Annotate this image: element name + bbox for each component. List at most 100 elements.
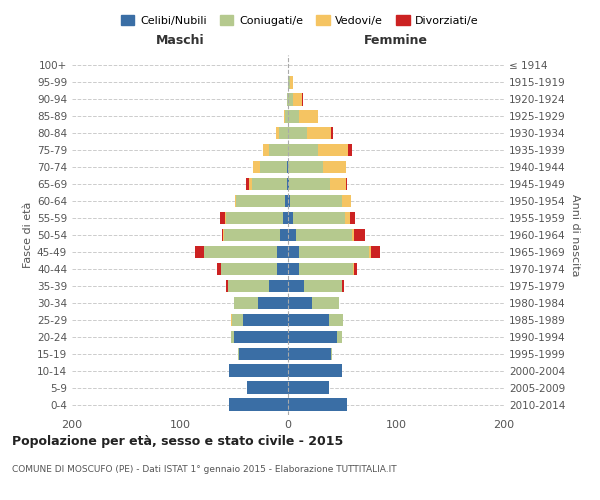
Bar <box>345 212 350 224</box>
Y-axis label: Fasce di età: Fasce di età <box>23 202 33 268</box>
Bar <box>220 212 226 224</box>
Bar <box>226 280 227 292</box>
Bar <box>239 348 288 360</box>
Bar <box>288 160 323 173</box>
Bar <box>204 246 277 258</box>
Bar <box>234 296 258 310</box>
Bar <box>283 212 288 224</box>
Bar <box>285 110 288 122</box>
Bar <box>289 178 330 190</box>
Bar <box>288 93 293 106</box>
Bar <box>249 178 253 190</box>
Bar <box>290 194 342 207</box>
Bar <box>299 262 353 276</box>
Bar <box>236 194 285 207</box>
Bar <box>277 262 288 276</box>
Bar <box>293 212 345 224</box>
Bar <box>331 348 332 360</box>
Bar <box>231 314 232 326</box>
Bar <box>288 280 304 292</box>
Bar <box>288 262 299 276</box>
Bar <box>288 194 290 207</box>
Bar <box>288 144 318 156</box>
Bar <box>352 228 354 241</box>
Bar <box>221 262 277 276</box>
Bar <box>287 160 288 173</box>
Bar <box>288 228 296 241</box>
Bar <box>287 178 288 190</box>
Bar <box>224 228 280 241</box>
Bar <box>337 330 342 344</box>
Bar <box>223 228 224 241</box>
Bar <box>229 364 288 377</box>
Bar <box>288 364 342 377</box>
Text: Popolazione per età, sesso e stato civile - 2015: Popolazione per età, sesso e stato civil… <box>12 435 343 448</box>
Bar <box>235 194 236 207</box>
Bar <box>288 126 307 140</box>
Bar <box>232 314 242 326</box>
Bar <box>307 126 331 140</box>
Bar <box>353 262 354 276</box>
Bar <box>288 178 289 190</box>
Bar <box>354 262 357 276</box>
Bar <box>288 348 331 360</box>
Bar <box>354 228 365 241</box>
Bar <box>247 382 288 394</box>
Bar <box>238 348 239 360</box>
Bar <box>288 212 293 224</box>
Bar <box>331 126 334 140</box>
Bar <box>269 144 288 156</box>
Bar <box>330 178 346 190</box>
Text: Maschi: Maschi <box>155 34 205 48</box>
Bar <box>229 398 288 411</box>
Bar <box>195 246 204 258</box>
Bar <box>246 178 249 190</box>
Bar <box>342 280 344 292</box>
Bar <box>312 296 339 310</box>
Bar <box>280 126 288 140</box>
Bar <box>253 160 260 173</box>
Bar <box>342 194 350 207</box>
Bar <box>288 110 299 122</box>
Bar <box>299 110 318 122</box>
Bar <box>288 296 312 310</box>
Bar <box>318 144 349 156</box>
Bar <box>253 178 287 190</box>
Bar <box>231 330 234 344</box>
Bar <box>293 93 302 106</box>
Bar <box>350 212 355 224</box>
Legend: Celibi/Nubili, Coniugati/e, Vedovi/e, Divorziati/e: Celibi/Nubili, Coniugati/e, Vedovi/e, Di… <box>117 10 483 30</box>
Bar <box>369 246 371 258</box>
Bar <box>258 296 288 310</box>
Bar <box>284 110 285 122</box>
Bar <box>299 246 369 258</box>
Bar <box>222 228 223 241</box>
Bar <box>329 314 343 326</box>
Bar <box>323 160 346 173</box>
Bar <box>288 382 329 394</box>
Bar <box>217 262 221 276</box>
Text: COMUNE DI MOSCUFO (PE) - Dati ISTAT 1° gennaio 2015 - Elaborazione TUTTITALIA.IT: COMUNE DI MOSCUFO (PE) - Dati ISTAT 1° g… <box>12 465 397 474</box>
Bar <box>280 228 288 241</box>
Bar <box>296 228 352 241</box>
Bar <box>227 280 269 292</box>
Bar <box>263 144 269 156</box>
Bar <box>288 76 290 88</box>
Bar <box>288 314 329 326</box>
Bar <box>242 314 288 326</box>
Bar <box>287 93 288 106</box>
Y-axis label: Anni di nascita: Anni di nascita <box>570 194 580 276</box>
Bar <box>226 212 283 224</box>
Bar <box>302 93 303 106</box>
Bar <box>269 280 288 292</box>
Bar <box>288 246 299 258</box>
Bar <box>346 178 347 190</box>
Bar <box>290 76 293 88</box>
Bar <box>288 330 337 344</box>
Bar <box>288 398 347 411</box>
Bar <box>304 280 342 292</box>
Bar <box>276 126 280 140</box>
Bar <box>285 194 288 207</box>
Bar <box>371 246 380 258</box>
Bar <box>277 246 288 258</box>
